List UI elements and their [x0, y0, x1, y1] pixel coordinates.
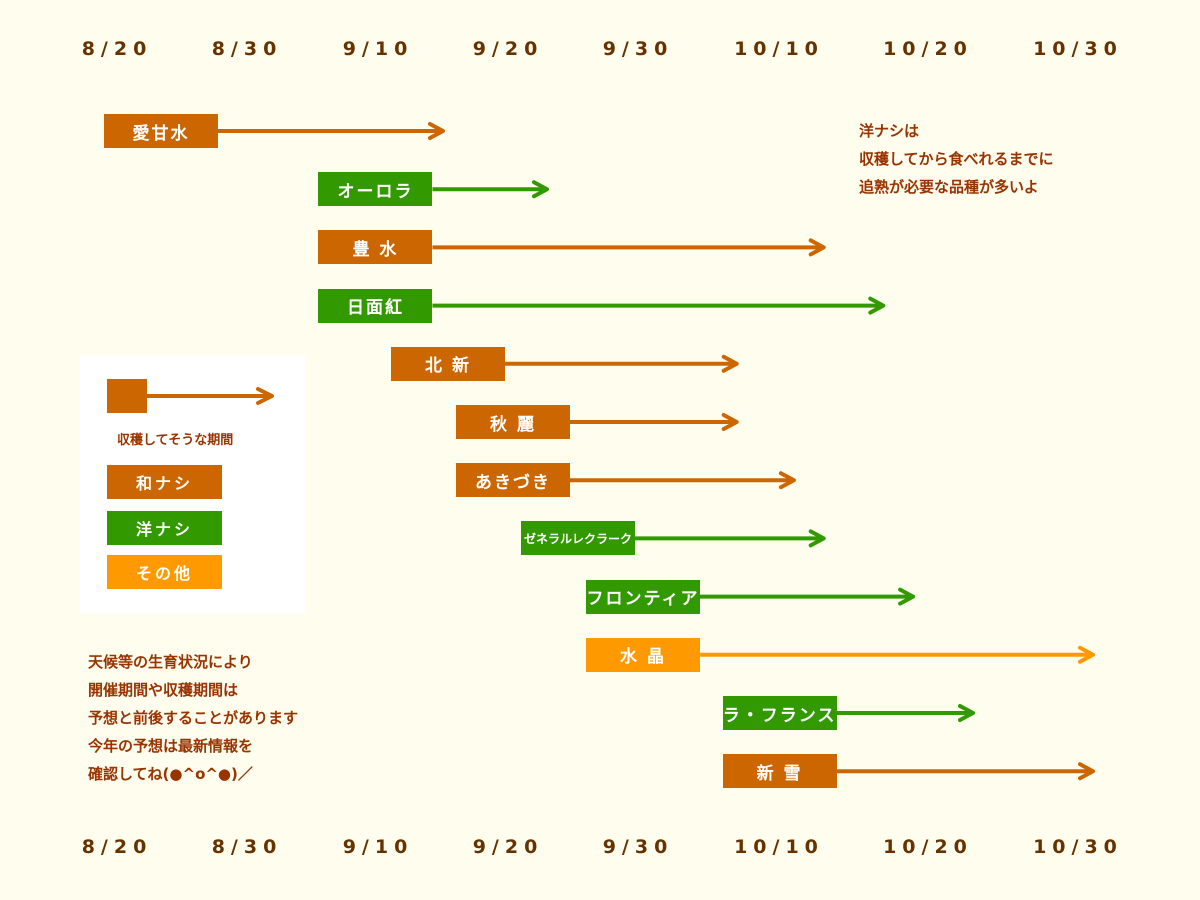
bar-arrow: [700, 645, 1095, 664]
x-tick-label: 9/30: [602, 836, 674, 858]
note-you-nashi: 洋ナシは 収穫してから食べれるまでに 追熟が必要な品種が多いよ: [859, 122, 1054, 196]
legend-item-wa-nashi: 和ナシ: [107, 465, 222, 499]
bar-arrow: [700, 587, 916, 606]
bar-arrow: [836, 704, 975, 722]
x-tick-label: 10/10: [734, 38, 824, 60]
x-tick-label: 10/10: [734, 836, 824, 858]
legend-arrow-sample: [107, 379, 274, 413]
bar-label: オーロラ: [318, 172, 433, 207]
x-tick-label: 10/30: [1033, 38, 1123, 60]
bar-label: あきづき: [456, 463, 570, 498]
bar-label: 北 新: [391, 346, 505, 381]
x-tick-label: 9/10: [342, 836, 414, 858]
legend-item-you-nashi: 洋ナシ: [107, 511, 222, 545]
x-tick-label: 9/20: [472, 836, 544, 858]
x-tick-label: 8/20: [81, 836, 153, 858]
bar-label: 水 晶: [586, 637, 700, 672]
legend-item-sonota: その他: [107, 555, 222, 589]
x-tick-label: 9/20: [472, 38, 544, 60]
bar-label: フロンティア: [586, 579, 700, 614]
x-tick-label: 8/20: [81, 38, 153, 60]
x-tick-label: 8/30: [211, 836, 283, 858]
bar-arrow: [432, 238, 826, 257]
bar-label: 愛甘水: [104, 114, 218, 148]
bar-arrow: [218, 122, 445, 140]
bar-label: ゼネラルレクラーク: [521, 521, 635, 556]
bar-label: 豊 水: [318, 230, 433, 265]
bar-label: 新 雪: [722, 754, 837, 789]
bar-arrow: [505, 354, 739, 373]
bar-arrow: [635, 529, 826, 548]
bar-label: ラ・フランス: [722, 696, 837, 730]
bar-label: 日面紅: [318, 288, 433, 323]
x-tick-label: 10/20: [883, 38, 973, 60]
bar-label: 秋 麗: [456, 405, 570, 439]
legend-caption: 収穫してそうな期間: [117, 433, 234, 448]
x-tick-label: 10/30: [1033, 836, 1123, 858]
bar-arrow: [836, 762, 1095, 781]
bar-arrow: [570, 471, 796, 490]
legend: 収穫してそうな期間 和ナシ 洋ナシ その他: [80, 355, 305, 613]
bar-arrow: [432, 180, 549, 199]
x-tick-label: 10/20: [883, 836, 973, 858]
x-tick-label: 8/30: [211, 38, 283, 60]
x-tick-label: 9/10: [342, 38, 414, 60]
note-weather: 天候等の生育状況により 開催期間や収穫期間は 予想と前後することがあります 今年…: [88, 653, 299, 783]
bar-arrow: [570, 413, 739, 431]
bar-arrow: [432, 296, 886, 315]
x-tick-label: 9/30: [602, 38, 674, 60]
